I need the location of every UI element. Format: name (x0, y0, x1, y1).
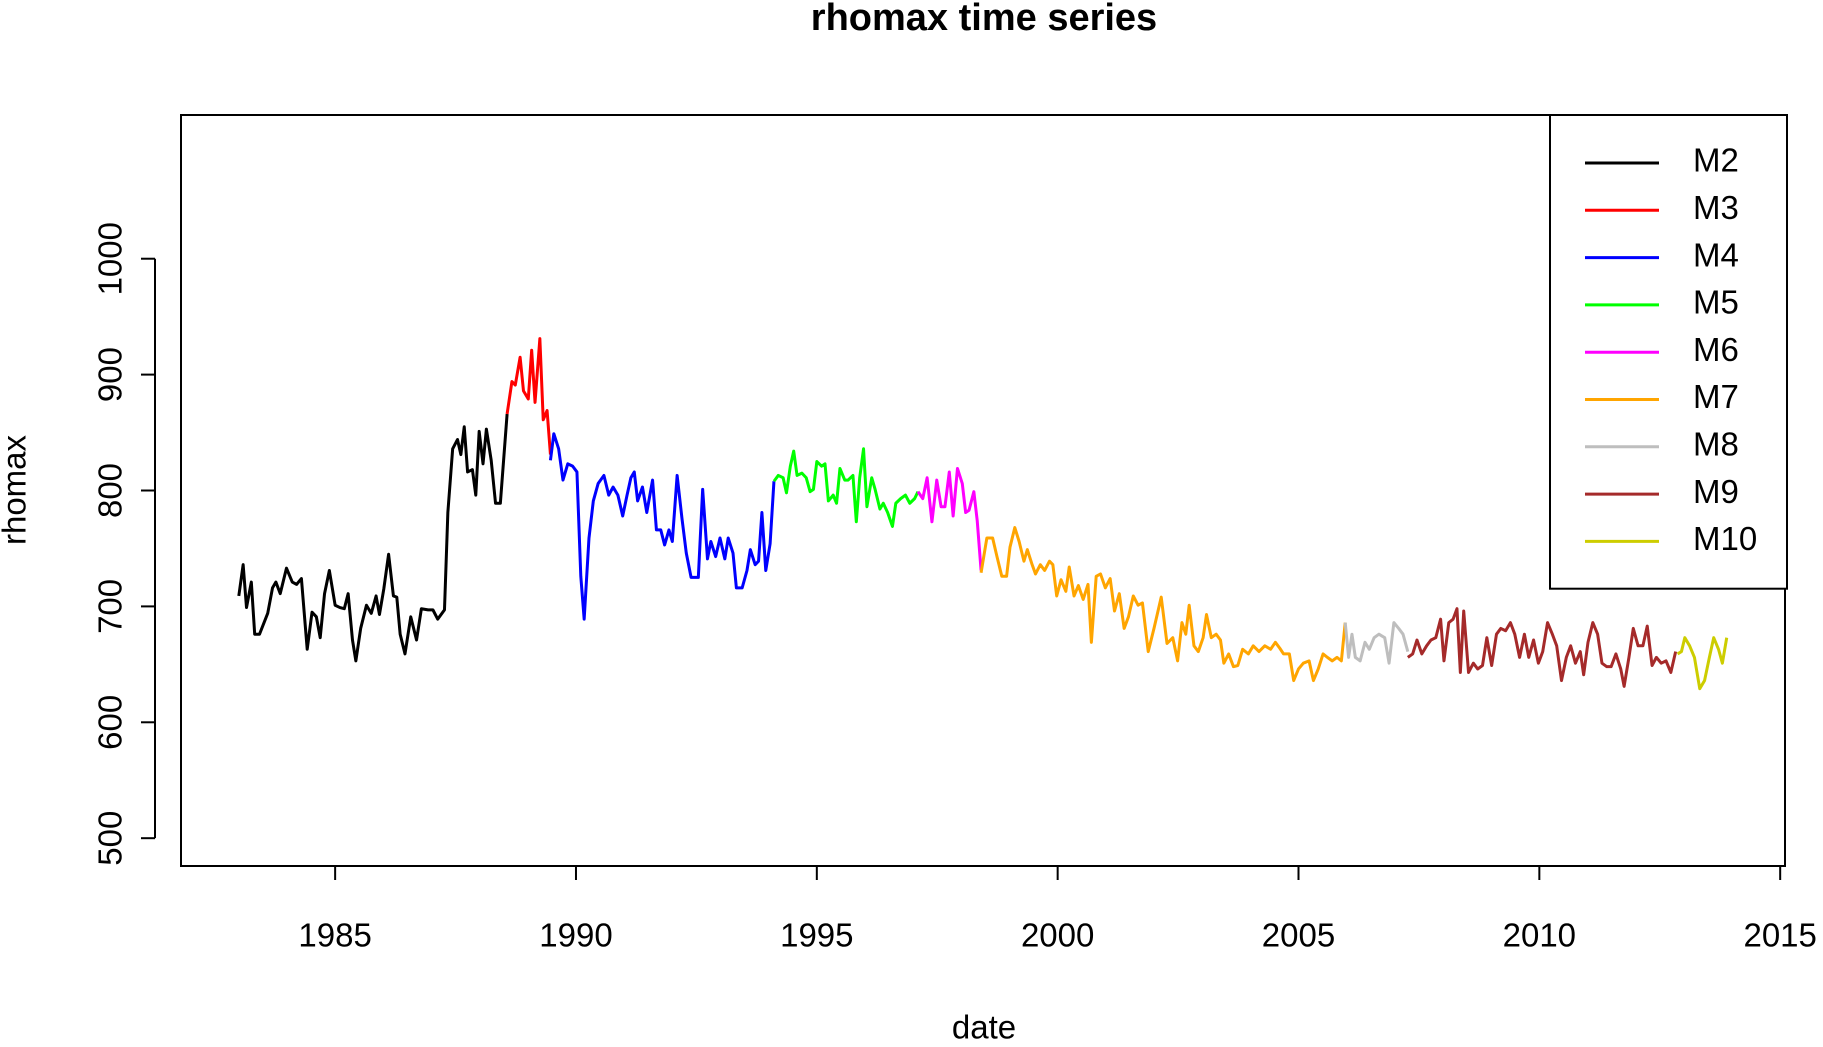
x-tick-label: 2005 (1262, 917, 1335, 954)
series-line (916, 466, 983, 571)
x-tick-label: 1985 (298, 917, 371, 954)
legend-label: M9 (1693, 473, 1739, 510)
series-line (237, 413, 509, 663)
x-tick-label: 2015 (1743, 917, 1816, 954)
legend-label: M10 (1693, 520, 1757, 557)
series-line (1343, 621, 1410, 665)
y-axis-label: rhomax (0, 434, 33, 545)
y-tick-label: 500 (92, 811, 129, 866)
x-tick-label: 2000 (1021, 917, 1094, 954)
series-line (1676, 636, 1729, 691)
y-tick-label: 1000 (92, 222, 129, 295)
legend-label: M7 (1693, 378, 1739, 415)
series-line (505, 337, 552, 455)
series-line (772, 447, 920, 528)
x-tick-label: 1995 (780, 917, 853, 954)
y-tick-label: 600 (92, 695, 129, 750)
series-line (1406, 607, 1678, 688)
legend-label: M8 (1693, 426, 1739, 463)
x-tick-label: 2010 (1503, 917, 1576, 954)
x-axis-label: date (952, 1009, 1016, 1046)
legend-label: M2 (1693, 142, 1739, 179)
x-tick-label: 1990 (539, 917, 612, 954)
legend-label: M4 (1693, 236, 1739, 273)
plot-frame (180, 114, 1786, 867)
legend-label: M5 (1693, 284, 1739, 321)
y-tick-label: 900 (92, 347, 129, 402)
y-tick-label: 800 (92, 463, 129, 518)
legend-label: M3 (1693, 189, 1739, 226)
y-tick-label: 700 (92, 579, 129, 634)
chart-title: rhomax time series (811, 0, 1157, 39)
series-line (979, 526, 1347, 683)
legend-label: M6 (1693, 331, 1739, 368)
series-line (548, 432, 776, 621)
